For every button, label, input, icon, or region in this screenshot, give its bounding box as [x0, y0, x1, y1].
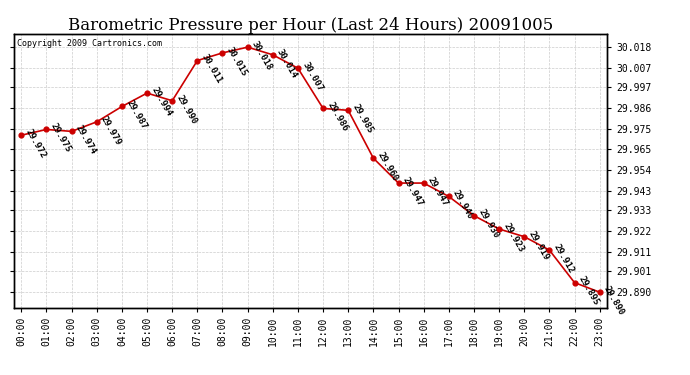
- Point: [217, 50, 228, 56]
- Text: 29.960: 29.960: [376, 150, 400, 183]
- Text: 29.994: 29.994: [150, 86, 173, 118]
- Point: [544, 247, 555, 253]
- Point: [443, 194, 454, 200]
- Point: [343, 107, 354, 113]
- Point: [41, 126, 52, 132]
- Title: Barometric Pressure per Hour (Last 24 Hours) 20091005: Barometric Pressure per Hour (Last 24 Ho…: [68, 16, 553, 34]
- Text: 29.986: 29.986: [326, 101, 349, 133]
- Point: [493, 226, 504, 232]
- Text: 30.007: 30.007: [300, 60, 324, 93]
- Point: [293, 65, 304, 71]
- Point: [242, 44, 253, 50]
- Text: 29.987: 29.987: [124, 99, 148, 131]
- Text: 29.947: 29.947: [426, 176, 450, 208]
- Text: 29.930: 29.930: [476, 208, 500, 240]
- Point: [117, 104, 128, 110]
- Text: 29.912: 29.912: [552, 242, 575, 275]
- Point: [368, 155, 379, 161]
- Point: [192, 57, 203, 63]
- Text: 30.015: 30.015: [225, 45, 249, 78]
- Text: Copyright 2009 Cartronics.com: Copyright 2009 Cartronics.com: [17, 39, 161, 48]
- Text: 30.018: 30.018: [250, 39, 274, 72]
- Point: [469, 213, 480, 219]
- Text: 29.919: 29.919: [526, 229, 551, 261]
- Point: [317, 105, 328, 111]
- Point: [66, 128, 77, 134]
- Text: 29.975: 29.975: [49, 122, 73, 154]
- Text: 30.014: 30.014: [275, 47, 299, 80]
- Text: 29.940: 29.940: [451, 189, 475, 221]
- Point: [519, 234, 530, 240]
- Point: [167, 98, 178, 104]
- Point: [569, 280, 580, 286]
- Text: 30.011: 30.011: [200, 53, 224, 86]
- Text: 29.890: 29.890: [602, 285, 626, 317]
- Point: [267, 52, 278, 58]
- Text: 29.895: 29.895: [577, 275, 601, 308]
- Text: 29.947: 29.947: [401, 176, 425, 208]
- Text: 29.990: 29.990: [175, 93, 199, 126]
- Point: [141, 90, 152, 96]
- Point: [594, 289, 605, 295]
- Text: 29.985: 29.985: [351, 103, 375, 135]
- Text: 29.974: 29.974: [74, 124, 98, 156]
- Point: [418, 180, 429, 186]
- Text: 29.972: 29.972: [23, 128, 48, 160]
- Text: 29.979: 29.979: [99, 114, 123, 147]
- Point: [393, 180, 404, 186]
- Text: 29.923: 29.923: [502, 221, 525, 254]
- Point: [16, 132, 27, 138]
- Point: [91, 119, 102, 125]
